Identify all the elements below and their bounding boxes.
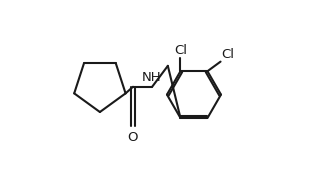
- Text: Cl: Cl: [221, 48, 235, 61]
- Text: O: O: [128, 131, 138, 144]
- Text: Cl: Cl: [174, 44, 187, 57]
- Text: NH: NH: [141, 71, 161, 84]
